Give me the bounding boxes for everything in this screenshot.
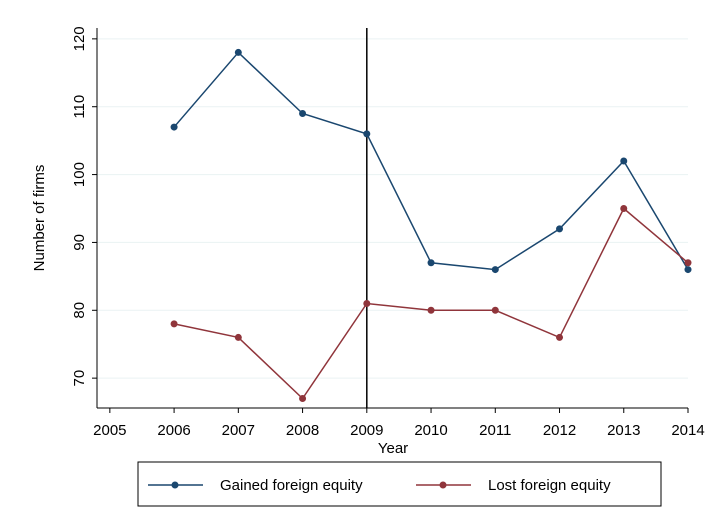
legend-label: Lost foreign equity xyxy=(488,477,611,494)
point xyxy=(363,300,371,307)
y-tick-label: 100 xyxy=(71,162,88,187)
y-tick-label: 120 xyxy=(71,26,88,51)
x-tick-label: 2014 xyxy=(671,422,704,439)
point xyxy=(170,320,178,328)
point xyxy=(427,306,435,314)
point xyxy=(363,130,371,138)
point xyxy=(556,225,564,233)
legend-marker xyxy=(439,481,447,489)
y-tick-label: 70 xyxy=(71,370,88,387)
point xyxy=(491,306,499,314)
y-tick-label: 90 xyxy=(71,234,88,251)
legend-box xyxy=(137,461,662,507)
x-tick-label: 2007 xyxy=(222,422,255,439)
x-tick-label: 2010 xyxy=(414,422,447,439)
legend-marker xyxy=(171,481,179,489)
y-axis-title: Number of firms xyxy=(31,165,48,272)
x-tick-label: 2006 xyxy=(157,422,190,439)
x-tick-label: 2013 xyxy=(607,422,640,439)
point xyxy=(234,333,242,341)
legend-label: Gained foreign equity xyxy=(220,477,363,494)
point xyxy=(234,48,242,56)
point xyxy=(556,333,564,341)
x-tick-label: 2011 xyxy=(479,422,511,439)
y-tick-label: 110 xyxy=(71,95,88,119)
point xyxy=(299,110,307,117)
x-tick-label: 2009 xyxy=(350,422,383,439)
x-tick-label: 2012 xyxy=(543,422,576,439)
point xyxy=(299,395,307,402)
point xyxy=(684,266,692,274)
y-tick-label: 80 xyxy=(71,302,88,319)
point xyxy=(491,266,499,274)
point xyxy=(427,259,435,267)
x-tick-label: 2005 xyxy=(93,422,126,439)
point xyxy=(620,205,628,212)
point xyxy=(170,123,178,131)
x-tick-label: 2008 xyxy=(286,422,319,439)
point xyxy=(684,259,692,267)
x-axis-title: Year xyxy=(378,440,408,457)
point xyxy=(620,157,628,165)
